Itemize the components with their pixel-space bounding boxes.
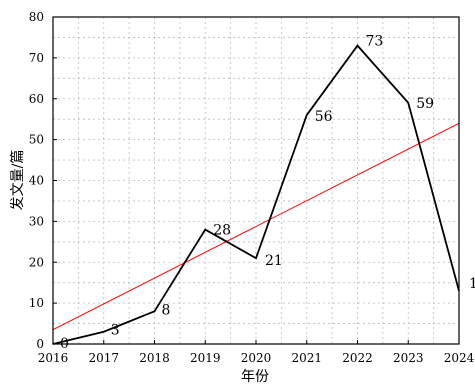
x-tick-label: 2016 <box>38 351 69 365</box>
x-axis-title: 年份 <box>241 369 269 385</box>
x-tick-label: 2023 <box>393 351 424 365</box>
y-tick-label: 30 <box>29 214 44 228</box>
x-tick-label: 2021 <box>291 351 322 365</box>
data-label: 0 <box>60 336 69 352</box>
trendline-layer <box>52 122 460 331</box>
y-tick-label: 40 <box>29 174 44 188</box>
data-label: 56 <box>315 109 333 125</box>
y-tick-label: 0 <box>36 337 44 351</box>
data-label: 28 <box>213 223 231 239</box>
x-tick-label: 2019 <box>190 351 221 365</box>
data-label: 59 <box>416 96 434 112</box>
y-tick-label: 60 <box>29 92 44 106</box>
data-label: 1 <box>469 276 475 292</box>
data-label: 3 <box>111 323 120 339</box>
data-label: 21 <box>265 253 283 269</box>
y-tick-label: 70 <box>29 51 44 65</box>
data-label: 8 <box>162 302 171 318</box>
x-tick-label: 2020 <box>241 351 272 365</box>
y-tick-label: 50 <box>29 133 44 147</box>
x-tick-label: 2022 <box>342 351 373 365</box>
y-tick-label: 80 <box>29 10 44 24</box>
series-layer <box>52 44 460 345</box>
labels-layer: 0 3 8 28 21 56 73 59 1 <box>60 34 475 352</box>
axes-layer: 2016 2017 2018 2019 2020 2021 2022 2023 20240102… <box>29 10 475 365</box>
y-tick-label: 10 <box>29 296 44 310</box>
data-label: 73 <box>366 34 384 50</box>
x-tick-label: 2017 <box>88 351 119 365</box>
y-axis-title: 发文量/篇 <box>10 150 26 211</box>
x-tick-label: 2024 <box>444 351 475 365</box>
y-tick-label: 20 <box>29 255 44 269</box>
linear-trendline <box>52 122 460 331</box>
grid-lines <box>52 16 460 345</box>
x-tick-label: 2018 <box>139 351 170 365</box>
